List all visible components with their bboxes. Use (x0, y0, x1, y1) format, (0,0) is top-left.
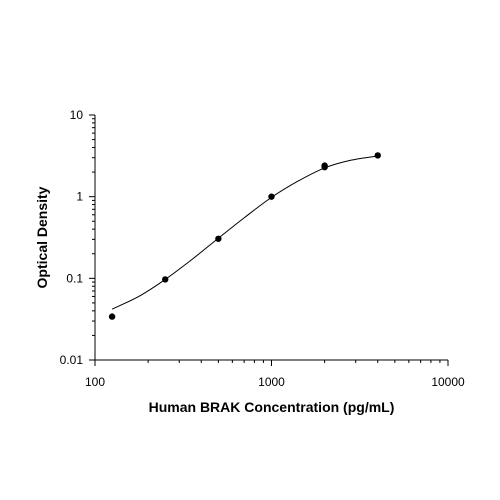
data-points (108, 152, 381, 320)
x-tick-label: 10000 (431, 375, 465, 389)
y-tick-label: 10 (70, 108, 84, 122)
data-point (108, 313, 116, 320)
x-tick-label: 1000 (258, 375, 285, 389)
x-axis-title: Human BRAK Concentration (pg/mL) (149, 399, 395, 415)
x-tick-label: 100 (85, 375, 105, 389)
x-axis-ticks: 100 1000 10000 (85, 360, 465, 389)
axes (94, 115, 448, 361)
data-point (374, 152, 381, 159)
data-point (321, 162, 328, 169)
y-axis-ticks: 0.01 0.1 1 10 (60, 108, 95, 367)
data-point (162, 276, 169, 283)
data-point (268, 193, 275, 200)
y-tick-label: 0.1 (66, 271, 83, 285)
y-tick-label: 0.01 (60, 353, 84, 367)
fit-curve (111, 155, 378, 310)
y-tick-label: 1 (76, 190, 83, 204)
data-point (215, 235, 222, 242)
y-axis-title: Optical Density (34, 186, 50, 288)
